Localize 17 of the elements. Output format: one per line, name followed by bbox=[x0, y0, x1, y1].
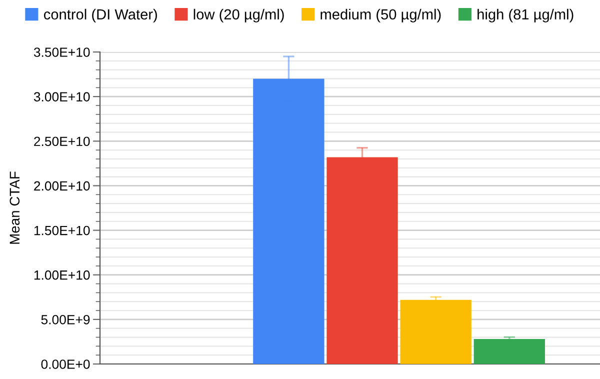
y-tick-label: 0.00E+0 bbox=[41, 360, 90, 369]
y-tick-label: 3.00E+10 bbox=[34, 92, 90, 102]
bar bbox=[253, 78, 324, 364]
y-tick-label: 3.50E+10 bbox=[34, 48, 90, 57]
y-tick-label: 2.50E+10 bbox=[34, 136, 90, 146]
bar bbox=[400, 300, 472, 364]
y-tick-label: 5.00E+9 bbox=[41, 314, 90, 324]
bar bbox=[474, 339, 545, 364]
bar bbox=[326, 157, 398, 364]
y-tick-label: 1.00E+10 bbox=[34, 270, 90, 280]
legend-label: low (20 µg/ml) bbox=[194, 8, 284, 22]
legend-label: medium (50 µg/ml) bbox=[320, 8, 441, 22]
legend-label: control (DI Water) bbox=[44, 8, 157, 22]
legend-label: high (81 µg/ml) bbox=[478, 8, 574, 22]
y-tick-label: 1.50E+10 bbox=[34, 226, 90, 236]
y-axis-title: Mean CTAF bbox=[10, 172, 20, 244]
y-tick-label: 2.00E+10 bbox=[34, 181, 90, 191]
